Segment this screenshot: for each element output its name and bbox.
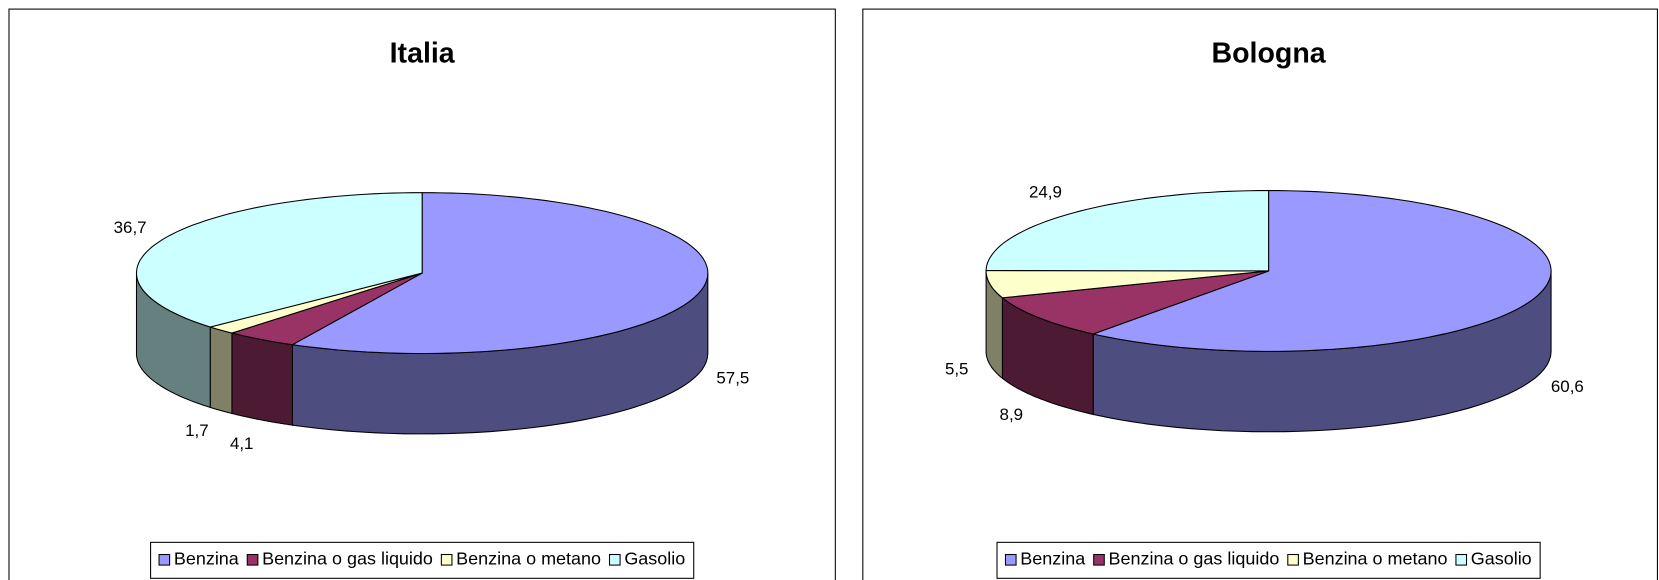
- legend-label: Benzina: [1020, 549, 1085, 569]
- slice: [135, 192, 423, 328]
- data-label: 4,1: [230, 434, 254, 453]
- legend-label: Gasolio: [624, 549, 685, 569]
- slice: [290, 192, 709, 355]
- legend: Benzina Benzina o gas liquido Benzina o me…: [996, 541, 1541, 579]
- legend-label: Benzina o metano: [456, 549, 601, 569]
- data-label: 8,9: [1000, 405, 1024, 424]
- pie-sides: [135, 273, 709, 435]
- slice-side: [231, 332, 293, 426]
- slice: [1001, 270, 1269, 335]
- legend-label: Benzina o metano: [1303, 549, 1448, 569]
- data-label: 57,5: [716, 369, 749, 388]
- legend-box: [996, 541, 1541, 579]
- legend: Benzina Benzina o gas liquido Benzina o me…: [150, 541, 695, 579]
- legend-swatch: [246, 553, 259, 566]
- slice: [1091, 190, 1552, 352]
- data-label: 24,9: [1029, 182, 1062, 201]
- data-label: 5,5: [945, 359, 969, 378]
- legend-label: Benzina o gas liquido: [262, 549, 433, 569]
- legend-swatch: [1455, 553, 1468, 566]
- data-label: 1,7: [185, 421, 209, 440]
- legend-label: Benzina o gas liquido: [1109, 549, 1280, 569]
- legend-swatch: [440, 553, 453, 566]
- slice: [985, 270, 1269, 299]
- slice: [229, 272, 423, 346]
- data-label: 60,6: [1551, 377, 1584, 396]
- legend-swatch: [1287, 553, 1299, 566]
- legend-swatch: [1004, 553, 1017, 566]
- data-label: 36,7: [114, 218, 147, 237]
- legend-swatch: [1093, 553, 1105, 566]
- chart-title: Bologna: [1211, 38, 1326, 70]
- legend-box: [150, 541, 695, 579]
- pie-sides: [985, 270, 1552, 433]
- legend-swatch: [158, 553, 171, 566]
- legend-label: Benzina: [174, 549, 239, 569]
- chart-title: Italia: [390, 38, 456, 70]
- legend-label: Gasolio: [1471, 549, 1532, 569]
- slice-side: [209, 326, 233, 415]
- slice: [985, 190, 1270, 272]
- legend-swatch: [608, 553, 621, 566]
